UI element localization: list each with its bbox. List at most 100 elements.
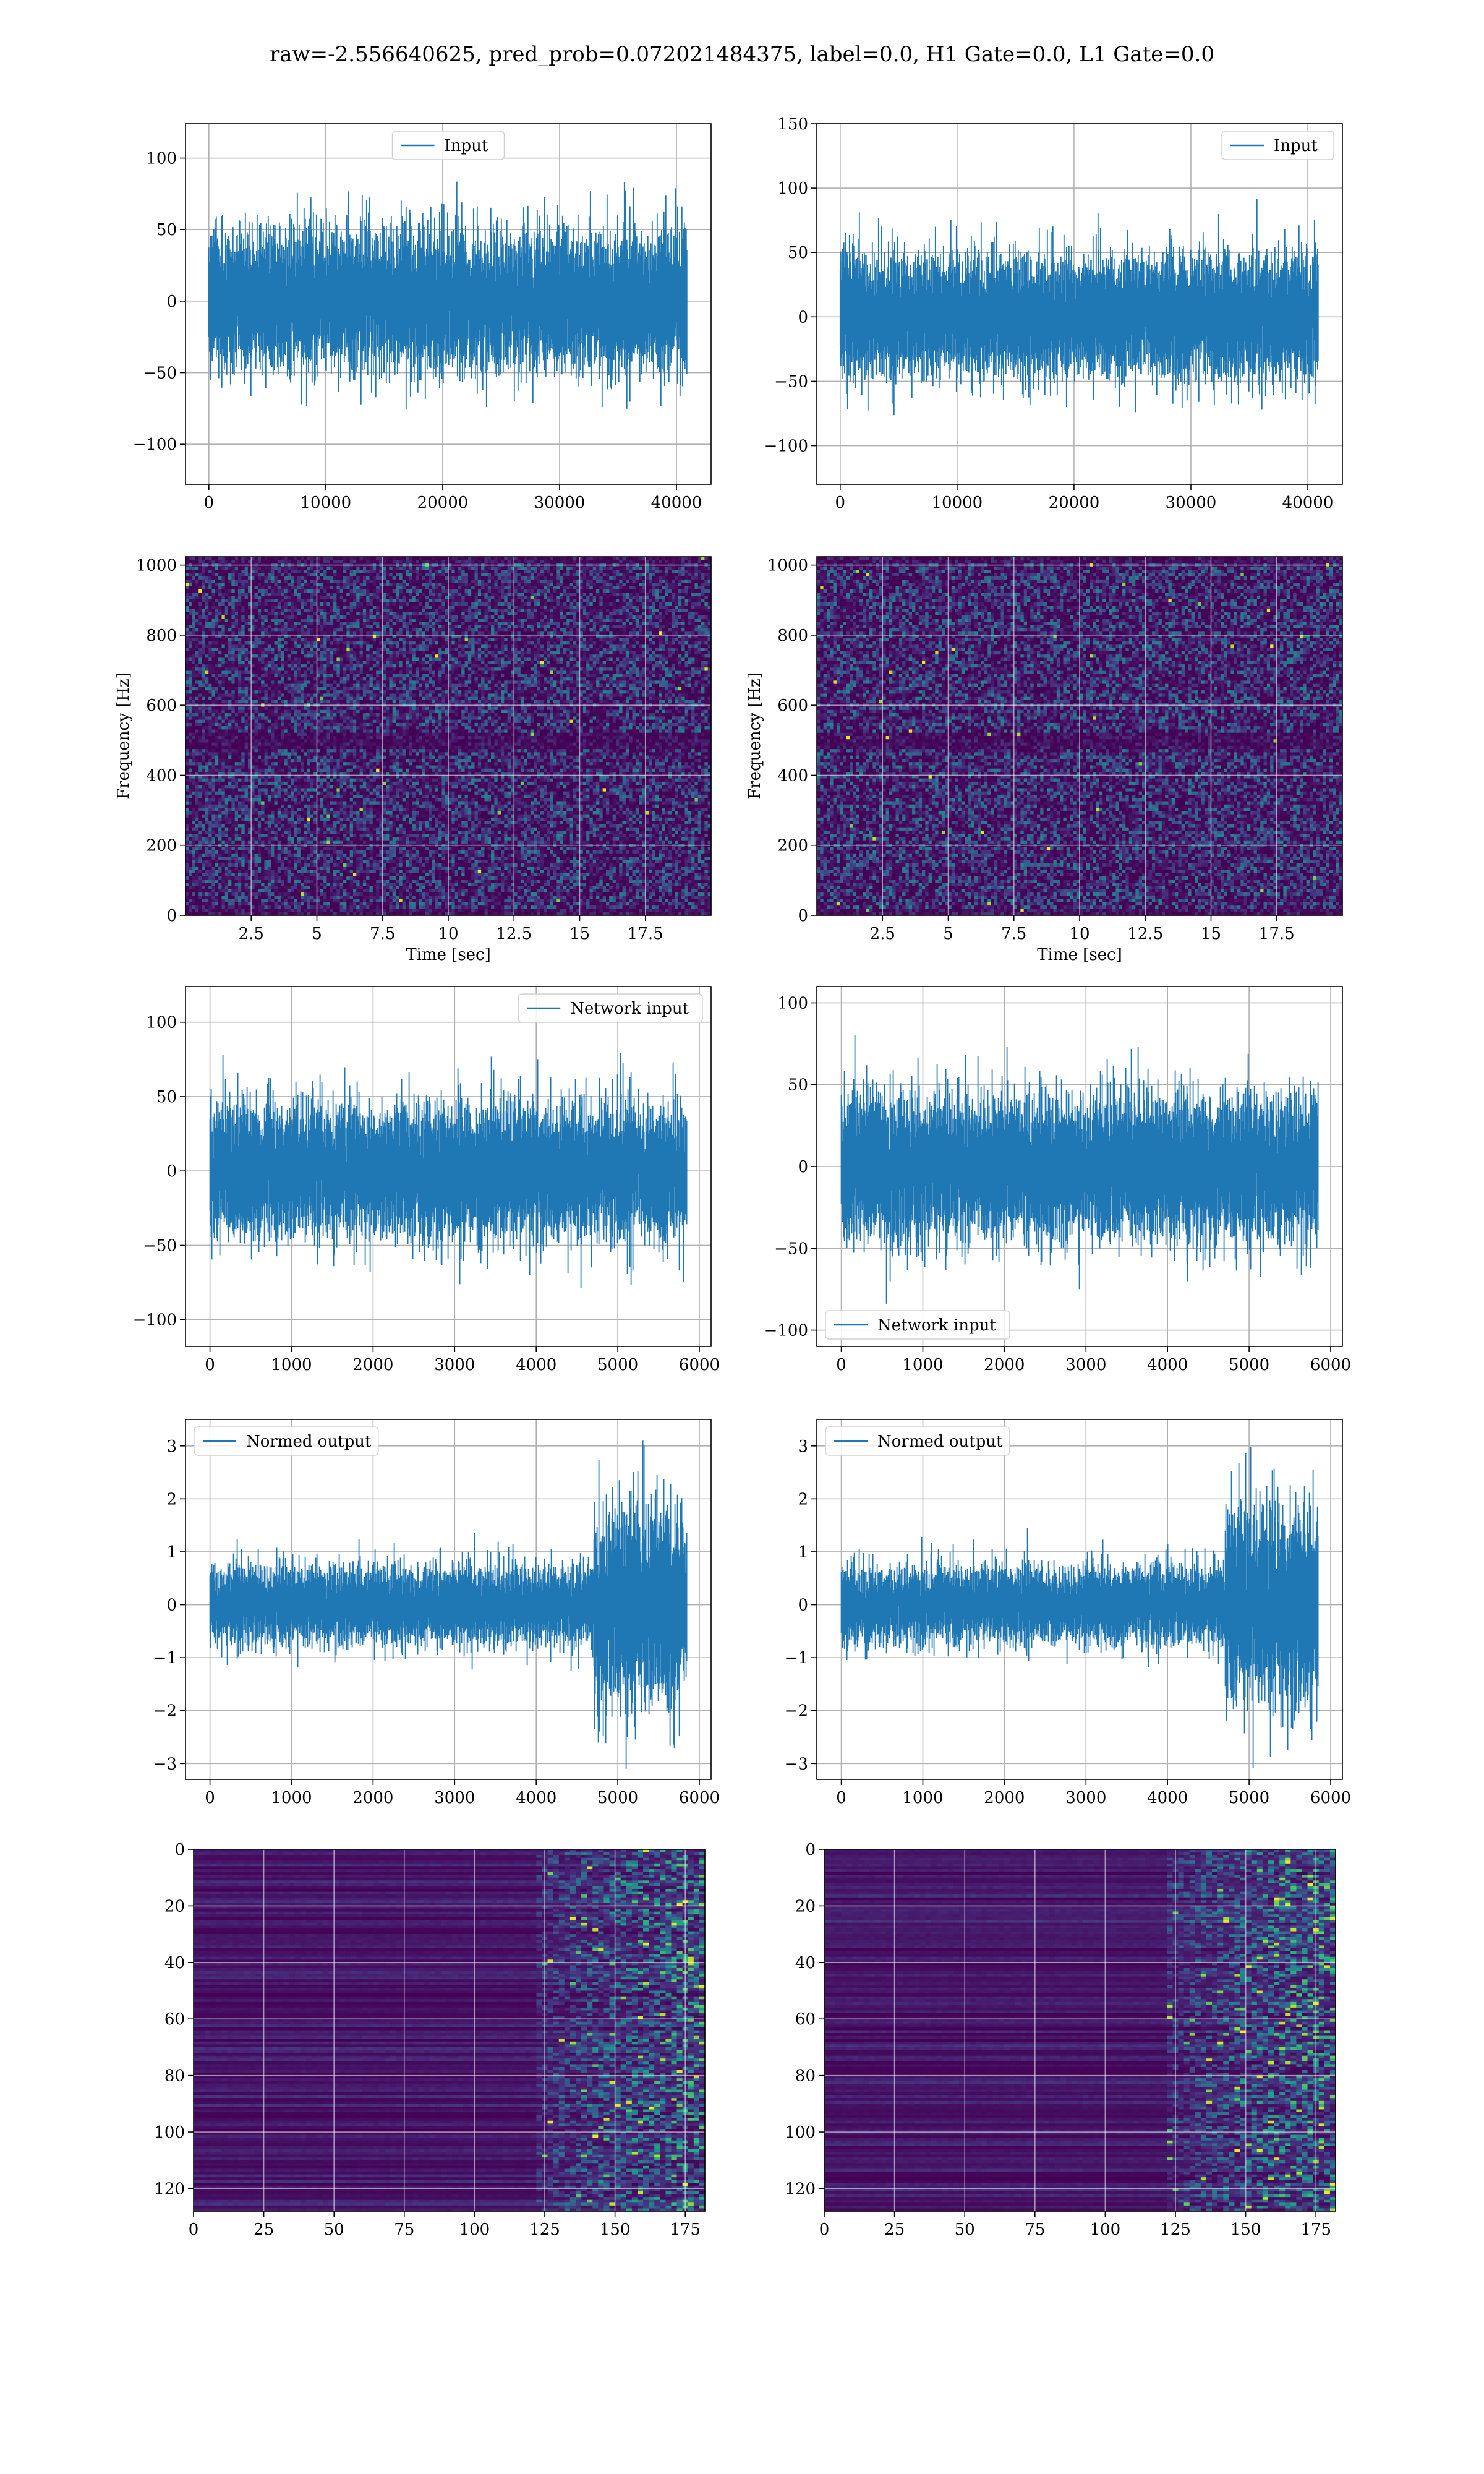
x-tick-label: 20000 — [1049, 494, 1100, 512]
heatmap-cell — [307, 638, 311, 642]
heatmap-cell — [510, 641, 514, 645]
heatmap-cell — [672, 560, 676, 564]
heatmap-cell — [691, 566, 696, 570]
heatmap-cell — [228, 573, 232, 577]
heatmap-cell — [432, 622, 436, 626]
heatmap-cell — [208, 654, 213, 659]
heatmap-cell — [231, 609, 236, 613]
heatmap-cell — [317, 638, 321, 642]
heatmap-cell — [655, 622, 659, 626]
heatmap-cell — [697, 641, 702, 645]
heatmap-cell — [582, 638, 587, 642]
heatmap-cell — [569, 618, 574, 623]
heatmap-cell — [231, 557, 236, 560]
heatmap-cell — [376, 648, 380, 652]
heatmap-cell — [606, 635, 610, 639]
heatmap-cell — [622, 648, 626, 652]
heatmap-cell — [586, 579, 591, 583]
heatmap-cell — [704, 628, 709, 632]
heatmap-cell — [471, 602, 475, 606]
heatmap-cell — [599, 635, 603, 639]
heatmap-cell — [662, 560, 666, 564]
heatmap-cell — [547, 579, 551, 583]
heatmap-cell — [438, 566, 442, 570]
heatmap-cell — [189, 615, 193, 619]
heatmap-cell — [652, 641, 656, 645]
heatmap-cell — [376, 609, 380, 613]
heatmap-cell — [642, 596, 646, 600]
heatmap-cell — [211, 589, 216, 593]
heatmap-cell — [297, 615, 301, 619]
heatmap-cell — [530, 612, 534, 616]
heatmap-cell — [615, 612, 620, 616]
heatmap-cell — [228, 566, 232, 570]
heatmap-cell — [642, 609, 646, 613]
heatmap-cell — [291, 651, 294, 655]
heatmap-cell — [491, 654, 495, 659]
heatmap-cell — [202, 638, 206, 642]
heatmap-cell — [244, 570, 249, 573]
heatmap-cell — [254, 612, 258, 616]
heatmap-cell — [389, 566, 393, 570]
heatmap-cell — [589, 651, 594, 655]
heatmap-cell — [474, 586, 479, 590]
heatmap-cell — [244, 612, 249, 616]
heatmap-cell — [550, 599, 554, 603]
heatmap-cell — [625, 570, 629, 573]
heatmap-cell — [497, 622, 501, 626]
heatmap-cell — [202, 609, 206, 613]
heatmap-cell — [602, 557, 607, 560]
heatmap-cell — [684, 576, 689, 580]
heatmap-cell — [415, 596, 419, 600]
heatmap-cell — [372, 628, 377, 632]
heatmap-cell — [441, 586, 446, 590]
heatmap-cell — [412, 599, 416, 603]
heatmap-cell — [592, 589, 597, 593]
heatmap-cell — [405, 651, 409, 655]
heatmap-cell — [694, 635, 699, 639]
heatmap-cell — [362, 648, 367, 652]
heatmap-cell — [317, 648, 321, 652]
heatmap-cell — [672, 628, 676, 632]
heatmap-cell — [284, 638, 288, 642]
heatmap-cell — [642, 651, 646, 655]
heatmap-cell — [694, 606, 699, 609]
heatmap-cell — [694, 570, 699, 573]
heatmap-cell — [471, 606, 475, 609]
heatmap-cell — [635, 618, 639, 623]
heatmap-cell — [369, 615, 373, 619]
heatmap-cell — [208, 625, 213, 629]
heatmap-cell — [642, 593, 646, 596]
heatmap-cell — [320, 573, 324, 577]
heatmap-cell — [645, 560, 649, 564]
heatmap-cell — [409, 589, 413, 593]
heatmap-cell — [701, 560, 705, 564]
heatmap-cell — [569, 589, 574, 593]
heatmap-cell — [399, 622, 403, 626]
heatmap-cell — [366, 560, 370, 564]
heatmap-cell — [684, 573, 689, 577]
heatmap-cell — [510, 570, 514, 573]
heatmap-cell — [389, 625, 393, 629]
heatmap-cell — [704, 625, 709, 629]
heatmap-cell — [487, 615, 492, 619]
heatmap-cell — [537, 602, 541, 606]
heatmap-cell — [372, 557, 377, 560]
heatmap-cell — [218, 631, 223, 636]
heatmap-cell — [211, 628, 216, 632]
heatmap-cell — [659, 570, 662, 573]
heatmap-cell — [672, 566, 676, 570]
heatmap-cell — [352, 612, 357, 616]
heatmap-cell — [445, 631, 449, 636]
heatmap-cell — [602, 602, 607, 606]
heatmap-cell — [382, 641, 386, 645]
heatmap-cell — [277, 654, 281, 659]
heatmap-cell — [675, 606, 679, 609]
heatmap-cell — [596, 651, 600, 655]
heatmap-cell — [218, 651, 223, 655]
heatmap-cell — [550, 622, 554, 626]
heatmap-cell — [343, 602, 347, 606]
heatmap-cell — [326, 622, 331, 626]
heatmap-cell — [691, 579, 696, 583]
heatmap-cell — [612, 631, 616, 636]
